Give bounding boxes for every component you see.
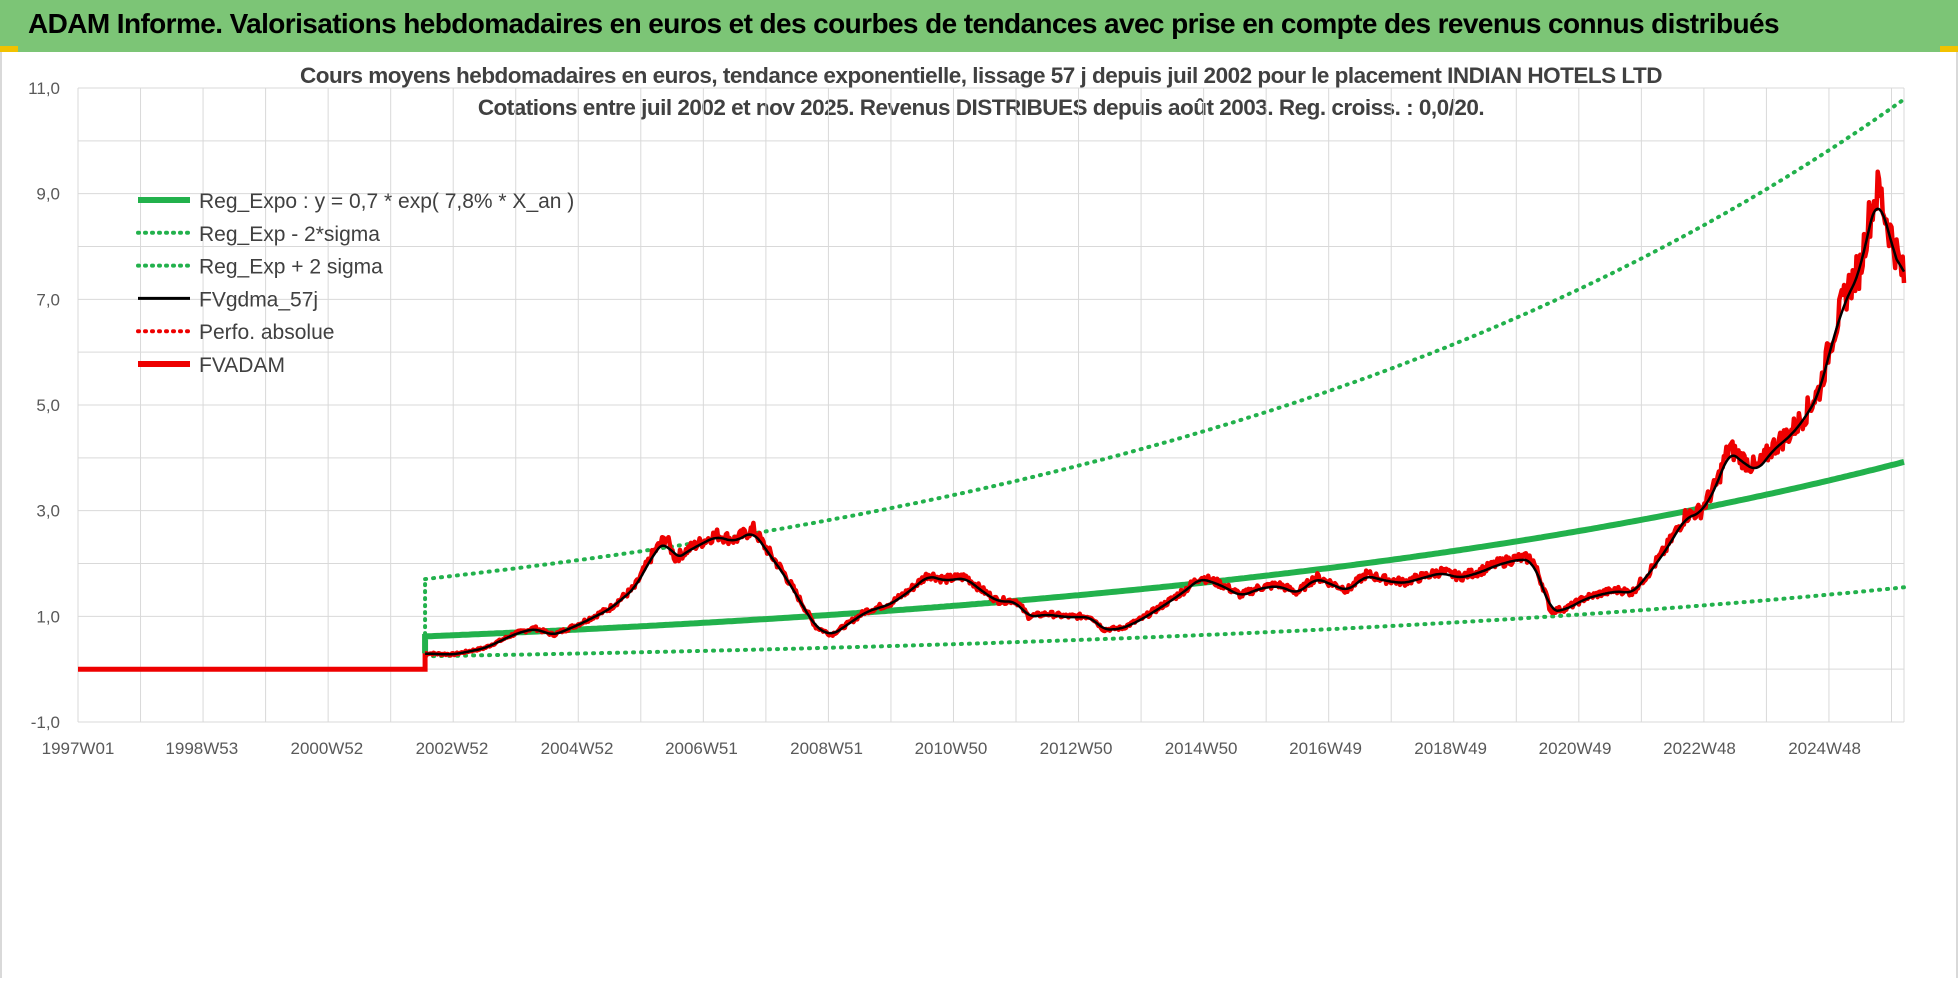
axis-labels: -1,0 1,0 3,0 5,0 7,0 9,0 11,0 1997W01 1998W53 200… xyxy=(28,79,1861,758)
legend-label-reg_expo: Reg_Expo : y = 0,7 * exp( 7,8% * X_an ) xyxy=(199,190,574,213)
reg-exp-minus-2sigma-line xyxy=(423,585,1906,659)
y-tick-label: 5,0 xyxy=(36,396,60,415)
x-tick-label: 2018W49 xyxy=(1414,739,1487,758)
y-tick-label: 7,0 xyxy=(36,290,60,309)
chart-title-line-1: Cours moyens hebdomadaires en euros, ten… xyxy=(300,63,1662,88)
legend-label-reg_plus: Reg_Exp + 2 sigma xyxy=(199,256,383,279)
legend: Reg_Expo : y = 0,7 * exp( 7,8% * X_an ) R… xyxy=(136,190,574,377)
banner-title: ADAM Informe. Valorisations hebdomadaire… xyxy=(28,8,1780,39)
x-tick-label: 2002W52 xyxy=(416,739,489,758)
fvadam-line xyxy=(424,169,1907,658)
fvgdma-57j-line xyxy=(425,207,1906,656)
chart-title-line-2: Cotations entre juil 2002 et nov 2025. R… xyxy=(478,95,1484,120)
y-tick-label: 11,0 xyxy=(28,79,60,98)
y-tick-label: 1,0 xyxy=(36,607,60,626)
legend-label-reg_minus: Reg_Exp - 2*sigma xyxy=(199,223,380,246)
banner-corner-left xyxy=(0,46,18,52)
fvadam-pre-listing-line xyxy=(78,653,428,672)
y-tick-label: 3,0 xyxy=(36,502,60,521)
x-tick-label: 1997W01 xyxy=(42,739,115,758)
banner-corner-right xyxy=(1940,46,1958,52)
x-tick-label: 2024W48 xyxy=(1788,739,1861,758)
x-tick-label: 2016W49 xyxy=(1289,739,1362,758)
x-tick-label: 2000W52 xyxy=(290,739,363,758)
x-tick-label: 2006W51 xyxy=(665,739,738,758)
x-tick-label: 2020W49 xyxy=(1539,739,1612,758)
chart-svg: Cours moyens hebdomadaires en euros, ten… xyxy=(28,63,1907,758)
y-tick-label: -1,0 xyxy=(31,713,60,732)
reg-exp-plus-2sigma-line xyxy=(423,97,1906,582)
x-tick-label: 2010W50 xyxy=(915,739,988,758)
chart-frame: Cours moyens hebdomadaires en euros, ten… xyxy=(0,52,1958,978)
x-tick-label: 2014W50 xyxy=(1165,739,1238,758)
report-banner: ADAM Informe. Valorisations hebdomadaire… xyxy=(0,0,1958,52)
legend-label-perfo: Perfo. absolue xyxy=(199,321,334,344)
x-tick-label: 2022W48 xyxy=(1663,739,1736,758)
x-tick-label: 2004W52 xyxy=(541,739,614,758)
x-tick-label: 1998W53 xyxy=(165,739,238,758)
x-tick-label: 2008W51 xyxy=(790,739,863,758)
grid-lines xyxy=(77,87,1905,723)
reg-expo-line xyxy=(422,458,1905,654)
legend-label-fvgdma: FVgdma_57j xyxy=(199,288,318,311)
series-group xyxy=(78,97,1907,672)
y-tick-label: 9,0 xyxy=(36,185,60,204)
x-tick-label: 2012W50 xyxy=(1040,739,1113,758)
legend-label-fvadam: FVADAM xyxy=(199,354,285,377)
